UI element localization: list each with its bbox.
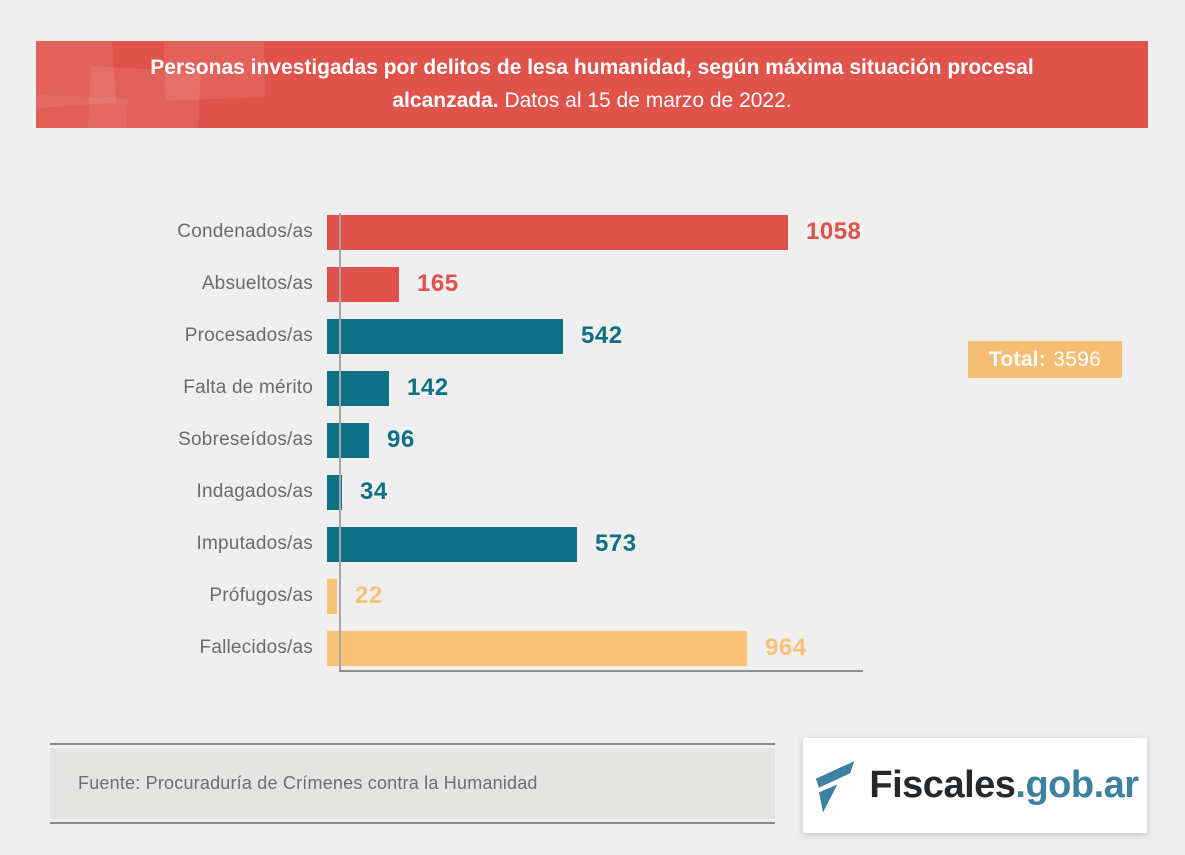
bar: [327, 266, 399, 302]
total-label: Total:: [988, 347, 1047, 371]
bar: [327, 474, 342, 510]
category-label: Falta de mérito: [183, 377, 313, 398]
category-label: Indagados/as: [196, 481, 313, 502]
logo-text-suffix: .gob.ar: [1015, 764, 1139, 806]
total-value: 3596: [1053, 347, 1102, 371]
chart-title-subtitle: Datos al 15 de marzo de 2022.: [498, 88, 792, 112]
title-banner: Personas investigadas por delitos de les…: [36, 41, 1148, 128]
bar-row: Fallecidos/as 964: [86, 622, 886, 674]
bar-value: 542: [581, 322, 623, 349]
bar-row: Condenados/as 1058: [86, 206, 886, 258]
bar: [327, 578, 337, 614]
bar-chart: Condenados/as 1058 Absueltos/as 165 Procesad…: [86, 206, 886, 674]
bar-row: Indagados/as 34: [86, 466, 886, 518]
bar-rows: Condenados/as 1058 Absueltos/as 165 Procesad…: [86, 206, 886, 674]
bar-value: 142: [407, 374, 449, 401]
divider-line: [50, 822, 775, 824]
bar-row: Sobreseídos/as 96: [86, 414, 886, 466]
source-box: Fuente: Procuraduría de Crímenes contra …: [50, 748, 775, 819]
bar-value: 96: [387, 426, 415, 453]
category-label: Fallecidos/as: [199, 637, 313, 658]
bar-row: Falta de mérito 142: [86, 362, 886, 414]
bar: [327, 318, 563, 354]
bar-value: 22: [355, 582, 383, 609]
bar-value: 1058: [806, 218, 862, 245]
bar-value: 34: [360, 478, 388, 505]
total-badge: Total: 3596: [968, 341, 1122, 378]
category-label: Sobreseídos/as: [178, 429, 313, 450]
category-label: Imputados/as: [196, 533, 313, 554]
bar-value: 165: [417, 270, 459, 297]
fiscales-logo: Fiscales.gob.ar: [803, 738, 1147, 833]
category-label: Condenados/as: [177, 221, 313, 242]
chart-title-bold: Personas investigadas por delitos de les…: [150, 55, 1034, 112]
logo-text: Fiscales.gob.ar: [869, 764, 1139, 807]
bar-row: Prófugos/as 22: [86, 570, 886, 622]
bar: [327, 630, 747, 666]
source-text: Fuente: Procuraduría de Crímenes contra …: [78, 773, 538, 793]
chart-title: Personas investigadas por delitos de les…: [112, 52, 1072, 117]
category-label: Absueltos/as: [201, 273, 313, 294]
bar-value: 964: [765, 634, 807, 661]
bar-row: Absueltos/as 165: [86, 258, 886, 310]
x-axis-line: [339, 670, 863, 672]
bar-value: 573: [595, 530, 637, 557]
category-label: Procesados/as: [184, 325, 313, 346]
bar: [327, 370, 389, 406]
category-label: Prófugos/as: [209, 585, 313, 606]
bar-row: Imputados/as 573: [86, 518, 886, 570]
y-axis-line: [339, 213, 341, 671]
bar: [327, 422, 369, 458]
bar: [327, 526, 577, 562]
fiscales-flag-icon: [816, 760, 855, 812]
divider-line: [50, 743, 775, 745]
logo-text-name: Fiscales: [869, 764, 1016, 806]
bar-row: Procesados/as 542: [86, 310, 886, 362]
bar: [327, 214, 788, 250]
